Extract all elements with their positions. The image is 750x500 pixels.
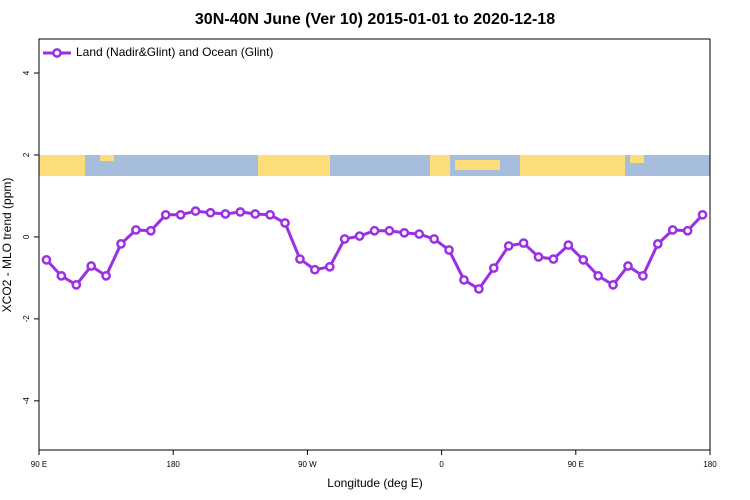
data-point <box>145 225 156 236</box>
data-point <box>41 255 52 265</box>
x-axis-label: Longitude (deg E) <box>327 476 422 490</box>
data-point <box>324 261 335 272</box>
data-point <box>220 209 231 219</box>
y-tick-label: 4 <box>22 70 31 75</box>
data-point <box>474 284 484 294</box>
x-tick-label: 180 <box>167 460 181 469</box>
data-point <box>608 280 618 290</box>
data-point <box>354 231 365 241</box>
data-point <box>175 209 186 220</box>
data-point <box>593 270 604 281</box>
data-point <box>71 280 82 290</box>
data-point <box>190 206 201 216</box>
x-tick-label: 0 <box>439 460 444 469</box>
chart-title: 30N-40N June (Ver 10) 2015-01-01 to 2020… <box>195 11 555 28</box>
legend-label: Land (Nadir&Glint) and Ocean (Glint) <box>76 45 273 59</box>
data-point <box>518 238 529 248</box>
y-tick-label: 0 <box>22 234 31 239</box>
data-point <box>339 234 350 244</box>
data-point <box>414 229 425 239</box>
data-point <box>265 209 275 220</box>
data-point <box>444 245 454 255</box>
data-point <box>697 209 708 220</box>
data-point <box>86 261 97 271</box>
data-point <box>667 225 678 235</box>
y-tick-label: 2 <box>22 152 31 157</box>
series-line <box>45 209 704 291</box>
data-point <box>369 225 380 236</box>
data-point <box>160 209 171 220</box>
data-point <box>638 270 648 281</box>
legend-marker <box>52 48 62 58</box>
data-point <box>429 234 439 244</box>
x-tick-label: 90 W <box>298 460 317 469</box>
data-point <box>533 252 544 262</box>
data-point <box>459 275 469 285</box>
data-point <box>503 241 514 251</box>
data-point <box>548 254 559 264</box>
y-tick-label: -2 <box>22 315 31 323</box>
y-axis-label: XCO2 - MLO trend (ppm) <box>0 178 14 313</box>
data-point <box>116 239 126 249</box>
data-point <box>280 218 290 228</box>
data-point <box>682 225 693 236</box>
data-point <box>310 264 320 275</box>
map-strip <box>39 155 710 176</box>
data-point <box>131 225 141 235</box>
data-point <box>205 207 216 218</box>
x-tick-label: 90 E <box>31 460 47 469</box>
plot-frame <box>38 38 711 451</box>
data-point <box>563 240 574 250</box>
data-point <box>652 239 663 249</box>
x-tick-label: 180 <box>703 460 717 469</box>
data-point <box>56 270 67 281</box>
data-point <box>578 255 589 265</box>
data-point <box>384 225 395 236</box>
data-point <box>399 227 410 238</box>
data-point <box>488 263 499 273</box>
data-point <box>250 209 261 219</box>
data-point <box>235 207 246 217</box>
data-point <box>101 270 111 281</box>
data-point <box>623 261 633 271</box>
y-tick-label: -4 <box>22 397 31 405</box>
data-point <box>295 254 305 264</box>
x-tick-label: 90 E <box>568 460 584 469</box>
